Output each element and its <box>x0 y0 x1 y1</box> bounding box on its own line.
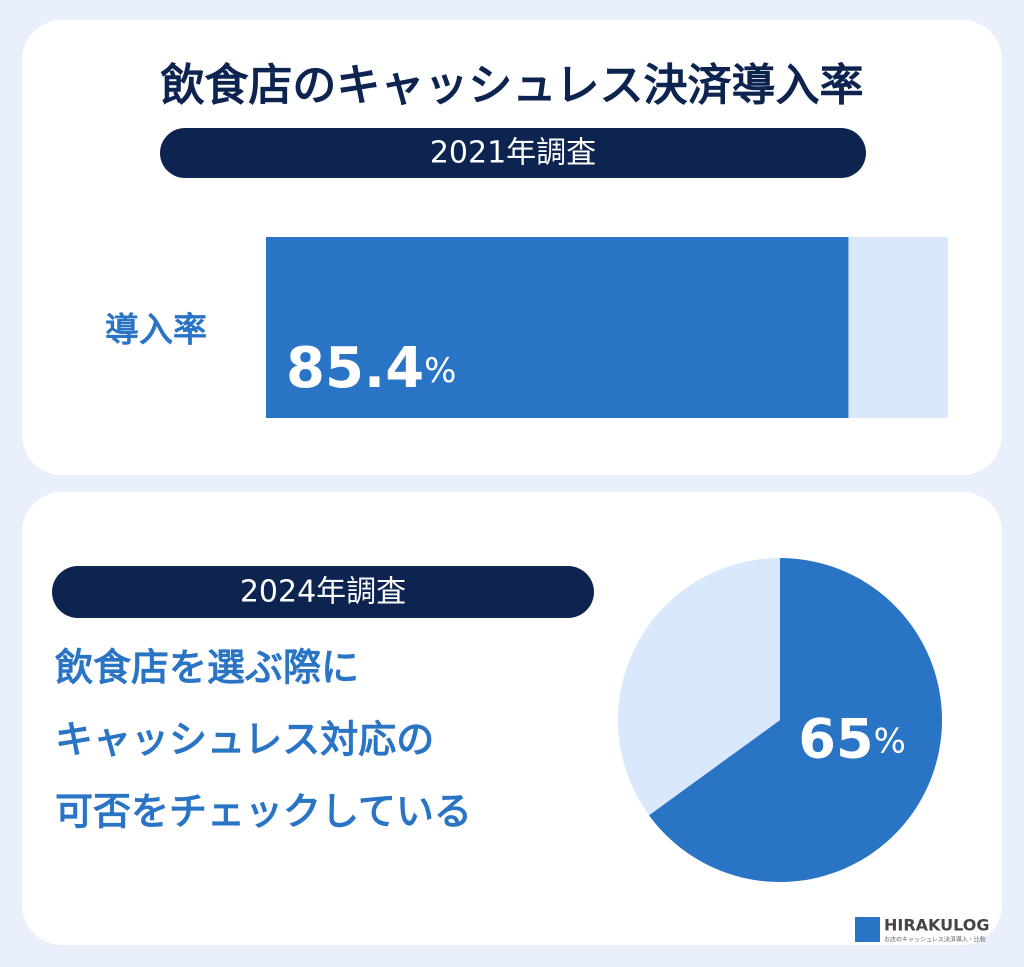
subtitle-pill <box>160 128 866 178</box>
caption-line: 可否をチェックしている <box>55 790 472 834</box>
bar <box>266 237 849 418</box>
caption-line: 飲食店を選ぶ際に <box>55 646 359 690</box>
logo-name: HIRAKULOG <box>884 916 990 935</box>
title: 飲食店のキャッシュレス決済導入率 <box>160 60 863 111</box>
subtitle-pill <box>52 566 594 618</box>
subtitle: 2021年調査 <box>430 136 596 171</box>
category-label: 導入率 <box>105 311 207 351</box>
logo-tagline: お店のキャッシュレス決済導入・比較 <box>884 936 986 944</box>
caption-line: キャッシュレス対応の <box>55 718 434 762</box>
logo-icon <box>855 917 880 942</box>
subtitle: 2024年調査 <box>240 575 406 610</box>
value-label: 65% <box>798 707 905 770</box>
pie-slice <box>648 558 943 883</box>
pie-slice <box>618 558 780 816</box>
value-label: 85.4% <box>286 336 456 401</box>
